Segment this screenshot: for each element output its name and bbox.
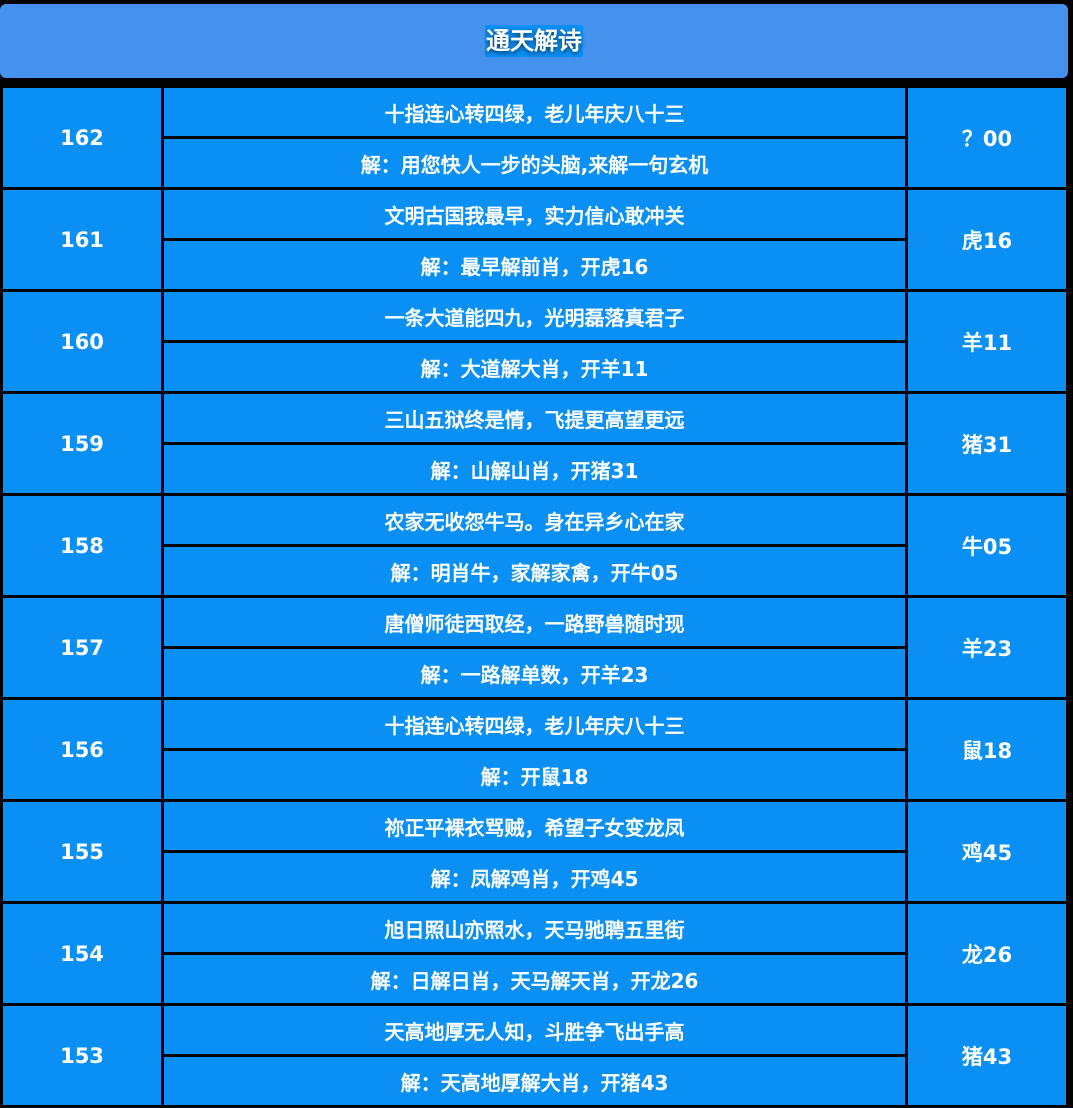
issue-number: 158 [3, 496, 161, 595]
table-row: 153 天高地厚无人知，斗胜争飞出手高 解：天高地厚解大肖，开猪43 猪43 [3, 1006, 1066, 1105]
result-value: 鼠18 [908, 700, 1066, 799]
result-value: 牛05 [908, 496, 1066, 595]
solution-text: 解：最早解前肖，开虎16 [164, 241, 905, 289]
solution-text: 解：一路解单数，开羊23 [164, 649, 905, 697]
poem-table: 162 十指连心转四绿，老儿年庆八十三 解：用您快人一步的头脑,来解一句玄机 ？… [3, 88, 1066, 1108]
solution-text: 解：开鼠18 [164, 751, 905, 799]
issue-number: 160 [3, 292, 161, 391]
solution-text: 解：用您快人一步的头脑,来解一句玄机 [164, 139, 905, 187]
result-value: 猪31 [908, 394, 1066, 493]
page-title: 通天解诗 [485, 25, 583, 57]
poem-cell: 祢正平裸衣骂贼，希望子女变龙凤 解：凤解鸡肖，开鸡45 [164, 802, 905, 901]
result-value: 猪43 [908, 1006, 1066, 1105]
table-row: 155 祢正平裸衣骂贼，希望子女变龙凤 解：凤解鸡肖，开鸡45 鸡45 [3, 802, 1066, 901]
table-row: 161 文明古国我最早，实力信心敢冲关 解：最早解前肖，开虎16 虎16 [3, 190, 1066, 289]
issue-number: 155 [3, 802, 161, 901]
poem-text: 唐僧师徒西取经，一路野兽随时现 [164, 598, 905, 646]
poem-cell: 天高地厚无人知，斗胜争飞出手高 解：天高地厚解大肖，开猪43 [164, 1006, 905, 1105]
issue-number: 161 [3, 190, 161, 289]
poem-text: 一条大道能四九，光明磊落真君子 [164, 292, 905, 340]
issue-number: 153 [3, 1006, 161, 1105]
result-value: 虎16 [908, 190, 1066, 289]
poem-cell: 三山五狱终是情，飞提更高望更远 解：山解山肖，开猪31 [164, 394, 905, 493]
poem-text: 天高地厚无人知，斗胜争飞出手高 [164, 1006, 905, 1054]
result-value: 龙26 [908, 904, 1066, 1003]
table-row: 159 三山五狱终是情，飞提更高望更远 解：山解山肖，开猪31 猪31 [3, 394, 1066, 493]
issue-number: 162 [3, 88, 161, 187]
solution-text: 解：凤解鸡肖，开鸡45 [164, 853, 905, 901]
poem-cell: 文明古国我最早，实力信心敢冲关 解：最早解前肖，开虎16 [164, 190, 905, 289]
poem-text: 三山五狱终是情，飞提更高望更远 [164, 394, 905, 442]
poem-text: 祢正平裸衣骂贼，希望子女变龙凤 [164, 802, 905, 850]
poem-text: 十指连心转四绿，老儿年庆八十三 [164, 700, 905, 748]
solution-text: 解：天高地厚解大肖，开猪43 [164, 1057, 905, 1105]
result-value: ？00 [908, 88, 1066, 187]
table-row: 154 旭日照山亦照水，天马驰聘五里街 解：日解日肖，天马解天肖，开龙26 龙2… [3, 904, 1066, 1003]
table-row: 162 十指连心转四绿，老儿年庆八十三 解：用您快人一步的头脑,来解一句玄机 ？… [3, 88, 1066, 187]
issue-number: 157 [3, 598, 161, 697]
poem-text: 农家无收怨牛马。身在异乡心在家 [164, 496, 905, 544]
table-row: 160 一条大道能四九，光明磊落真君子 解：大道解大肖，开羊11 羊11 [3, 292, 1066, 391]
table-row: 156 十指连心转四绿，老儿年庆八十三 解：开鼠18 鼠18 [3, 700, 1066, 799]
result-value: 羊11 [908, 292, 1066, 391]
table-row: 158 农家无收怨牛马。身在异乡心在家 解：明肖牛，家解家禽，开牛05 牛05 [3, 496, 1066, 595]
solution-text: 解：山解山肖，开猪31 [164, 445, 905, 493]
poem-text: 文明古国我最早，实力信心敢冲关 [164, 190, 905, 238]
issue-number: 154 [3, 904, 161, 1003]
issue-number: 159 [3, 394, 161, 493]
result-value: 羊23 [908, 598, 1066, 697]
poem-text: 十指连心转四绿，老儿年庆八十三 [164, 88, 905, 136]
poem-cell: 旭日照山亦照水，天马驰聘五里街 解：日解日肖，天马解天肖，开龙26 [164, 904, 905, 1003]
poem-cell: 唐僧师徒西取经，一路野兽随时现 解：一路解单数，开羊23 [164, 598, 905, 697]
issue-number: 156 [3, 700, 161, 799]
poem-cell: 十指连心转四绿，老儿年庆八十三 解：用您快人一步的头脑,来解一句玄机 [164, 88, 905, 187]
solution-text: 解：日解日肖，天马解天肖，开龙26 [164, 955, 905, 1003]
table-row: 157 唐僧师徒西取经，一路野兽随时现 解：一路解单数，开羊23 羊23 [3, 598, 1066, 697]
poem-cell: 十指连心转四绿，老儿年庆八十三 解：开鼠18 [164, 700, 905, 799]
poem-cell: 一条大道能四九，光明磊落真君子 解：大道解大肖，开羊11 [164, 292, 905, 391]
solution-text: 解：大道解大肖，开羊11 [164, 343, 905, 391]
poem-cell: 农家无收怨牛马。身在异乡心在家 解：明肖牛，家解家禽，开牛05 [164, 496, 905, 595]
poem-text: 旭日照山亦照水，天马驰聘五里街 [164, 904, 905, 952]
page-header: 通天解诗 [0, 4, 1068, 78]
result-value: 鸡45 [908, 802, 1066, 901]
solution-text: 解：明肖牛，家解家禽，开牛05 [164, 547, 905, 595]
